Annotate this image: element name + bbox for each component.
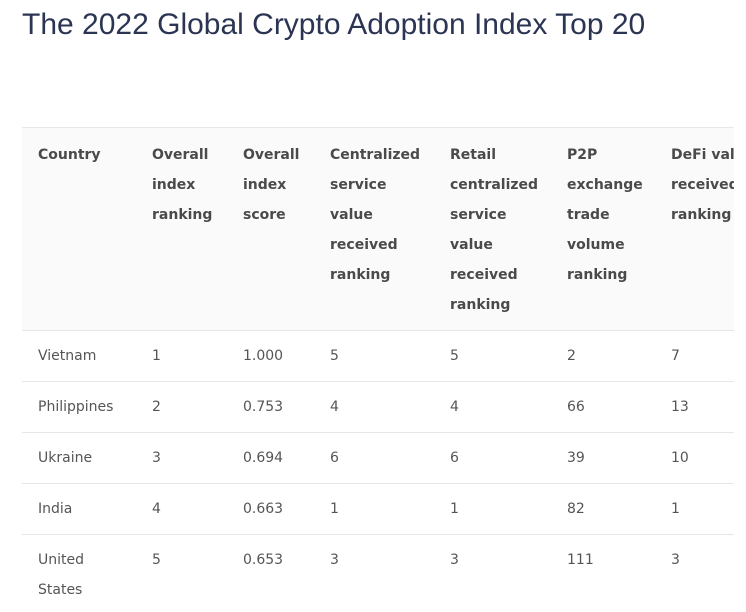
table-cell: 4 [434, 381, 551, 433]
table-cell: 6 [314, 432, 434, 484]
table-cell: 4 [314, 381, 434, 433]
column-header: Country [22, 127, 136, 331]
table-cell: 3 [655, 534, 734, 612]
table-cell: India [22, 483, 136, 535]
table-cell: 4 [136, 483, 227, 535]
table-cell: 3 [434, 534, 551, 612]
table-cell: 1 [136, 330, 227, 382]
column-header: Overall index ranking [136, 127, 227, 331]
table-cell: 82 [551, 483, 655, 535]
table-cell: 1 [434, 483, 551, 535]
table-cell: 5 [314, 330, 434, 382]
table-cell: 10 [655, 432, 734, 484]
table-row: United States 5 0.653 3 3 111 3 [22, 534, 734, 612]
column-header: P2P exchange trade volume ranking [551, 127, 655, 331]
table-row: Vietnam 1 1.000 5 5 2 7 [22, 330, 734, 382]
table-cell: 0.663 [227, 483, 314, 535]
table-cell: 2 [551, 330, 655, 382]
table-cell: 0.694 [227, 432, 314, 484]
table-cell: 3 [136, 432, 227, 484]
table-cell: 1 [314, 483, 434, 535]
table-body: Vietnam 1 1.000 5 5 2 7 Philippines 2 0.753 4 4 66 13… [22, 330, 734, 612]
table-cell: United States [22, 534, 136, 612]
table-cell: 39 [551, 432, 655, 484]
column-header: Centralized service value received ranki… [314, 127, 434, 331]
table-cell: 13 [655, 381, 734, 433]
table-row: Philippines 2 0.753 4 4 66 13 [22, 381, 734, 433]
table-cell: Vietnam [22, 330, 136, 382]
table-cell: 0.653 [227, 534, 314, 612]
table-row: Ukraine 3 0.694 6 6 39 10 [22, 432, 734, 484]
table-cell: 1 [655, 483, 734, 535]
header-row: Country Overall index ranking Overall inde… [22, 127, 734, 331]
table-cell: 66 [551, 381, 655, 433]
table-container: Country Overall index ranking Overall inde… [22, 127, 734, 612]
table-cell: 0.753 [227, 381, 314, 433]
table-cell: 7 [655, 330, 734, 382]
table-cell: Philippines [22, 381, 136, 433]
table-cell: 111 [551, 534, 655, 612]
column-header: DeFi value received ranking [655, 127, 734, 331]
column-header: Retail centralized service value receive… [434, 127, 551, 331]
table-cell: 1.000 [227, 330, 314, 382]
table-cell: 2 [136, 381, 227, 433]
page-title: The 2022 Global Crypto Adoption Index To… [22, 8, 646, 41]
table: Country Overall index ranking Overall inde… [22, 127, 734, 612]
table-row: India 4 0.663 1 1 82 1 [22, 483, 734, 535]
table-cell: 3 [314, 534, 434, 612]
table-cell: 6 [434, 432, 551, 484]
table-cell: Ukraine [22, 432, 136, 484]
column-header: Overall index score [227, 127, 314, 331]
table-cell: 5 [136, 534, 227, 612]
table-cell: 5 [434, 330, 551, 382]
